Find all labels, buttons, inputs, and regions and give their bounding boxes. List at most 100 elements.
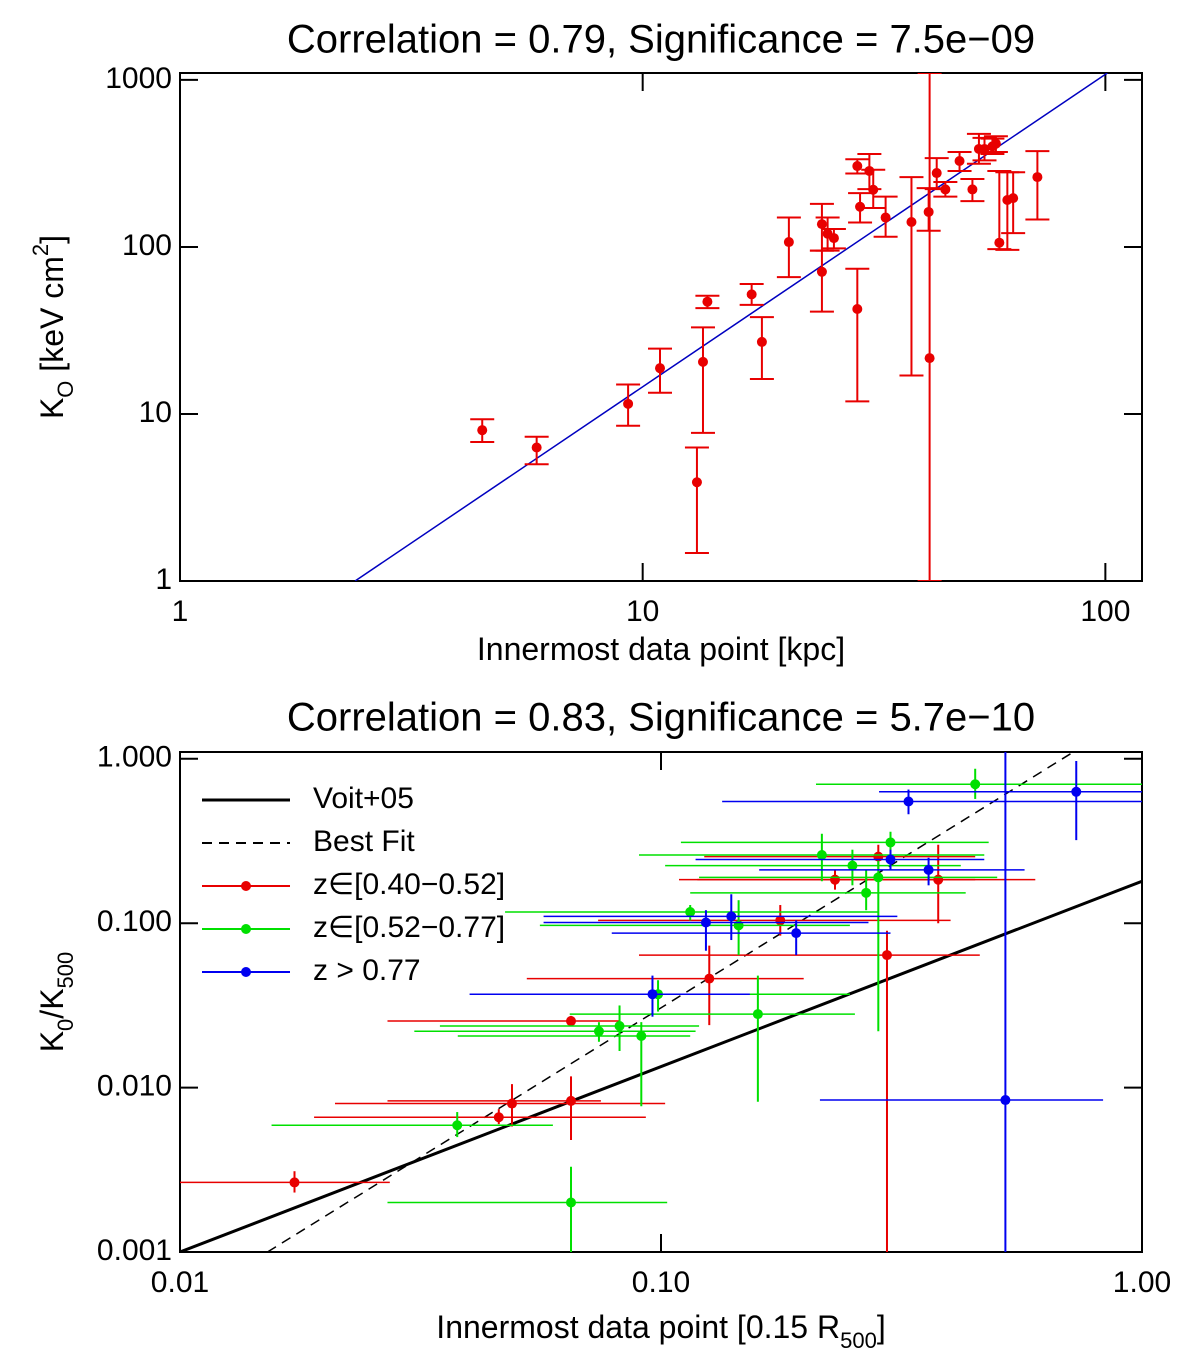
data-point bbox=[493, 1112, 504, 1123]
data-point bbox=[852, 304, 863, 315]
data-point bbox=[861, 887, 872, 898]
label-text: K bbox=[34, 398, 70, 419]
data-point bbox=[880, 212, 891, 223]
data-point bbox=[816, 266, 827, 277]
data-point bbox=[940, 184, 951, 195]
y-tick-label: 1000 bbox=[105, 62, 172, 95]
data-point bbox=[752, 1009, 763, 1020]
data-point bbox=[791, 928, 802, 939]
subscript: 0 bbox=[53, 1019, 78, 1031]
data-point bbox=[903, 796, 914, 807]
data-point bbox=[852, 161, 863, 172]
data-point bbox=[756, 336, 767, 347]
data-point bbox=[531, 442, 542, 453]
data-point bbox=[623, 398, 634, 409]
data-point bbox=[873, 872, 884, 883]
data-point bbox=[881, 950, 892, 961]
fit-line bbox=[267, 752, 1074, 1252]
data-point bbox=[1000, 1095, 1011, 1106]
data-point bbox=[685, 906, 696, 917]
y-tick-label: 0.100 bbox=[97, 905, 172, 938]
x-axis-label: Innermost data point [0.15 R500] bbox=[436, 1309, 885, 1353]
label-text: /K bbox=[34, 988, 70, 1018]
x-tick-label: 0.10 bbox=[632, 1266, 690, 1299]
data-point bbox=[289, 1177, 300, 1188]
x-tick-label: 100 bbox=[1080, 595, 1130, 628]
chart-title: Correlation = 0.83, Significance = 5.7e−… bbox=[287, 696, 1035, 740]
data-point bbox=[864, 165, 875, 176]
data-point bbox=[477, 425, 488, 436]
data-point bbox=[924, 353, 935, 364]
legend-label: z > 0.77 bbox=[313, 954, 421, 987]
legend-label: Voit+05 bbox=[313, 782, 414, 815]
subscript: 500 bbox=[840, 1328, 877, 1353]
legend-label: z∈[0.52−0.77] bbox=[313, 911, 505, 944]
data-point bbox=[746, 289, 757, 300]
y-axis-label: KO [keV cm2] bbox=[28, 235, 78, 419]
data-point bbox=[954, 155, 965, 166]
data-point bbox=[726, 911, 737, 922]
data-point bbox=[783, 237, 794, 248]
legend-label: Best Fit bbox=[313, 825, 415, 858]
data-point bbox=[1008, 193, 1019, 204]
data-point bbox=[933, 874, 944, 885]
data-point bbox=[994, 237, 1005, 248]
data-point bbox=[691, 477, 702, 488]
data-point bbox=[647, 989, 658, 1000]
data-point bbox=[816, 219, 827, 230]
y-tick-label: 0.010 bbox=[97, 1070, 172, 1103]
chart-title: Correlation = 0.79, Significance = 7.5e−… bbox=[287, 18, 1035, 62]
x-axis-label: Innermost data point [kpc] bbox=[477, 631, 845, 667]
legend-marker bbox=[241, 924, 251, 934]
legend-label: z∈[0.40−0.52] bbox=[313, 868, 505, 901]
y-tick-label: 10 bbox=[139, 396, 172, 429]
data-point bbox=[452, 1120, 463, 1131]
data-point bbox=[636, 1031, 647, 1042]
data-point bbox=[816, 849, 827, 860]
subscript: O bbox=[53, 381, 78, 398]
label-text: ] bbox=[34, 235, 70, 244]
data-point bbox=[506, 1098, 517, 1109]
data-point bbox=[906, 217, 917, 228]
data-point bbox=[702, 296, 713, 307]
data-point bbox=[828, 233, 839, 244]
plot-frame bbox=[179, 72, 1143, 582]
data-point bbox=[1032, 172, 1043, 183]
data-point bbox=[847, 860, 858, 871]
data-point bbox=[697, 356, 708, 367]
y-axis-label: K0/K500 bbox=[34, 952, 78, 1053]
fit-line bbox=[180, 879, 1142, 1252]
fit-line bbox=[354, 73, 1108, 581]
data-point bbox=[566, 1197, 577, 1208]
data-point bbox=[990, 138, 1001, 149]
data-point bbox=[566, 1016, 577, 1027]
x-tick-label: 1 bbox=[172, 595, 189, 628]
subscript: 500 bbox=[53, 952, 78, 989]
data-point bbox=[868, 184, 879, 195]
data-point bbox=[566, 1095, 577, 1106]
plot: Correlation = 0.83, Significance = 5.7e−… bbox=[34, 696, 1171, 1354]
y-tick-label: 0.001 bbox=[97, 1234, 172, 1267]
label-text: Innermost data point [kpc] bbox=[477, 631, 845, 667]
label-text: K bbox=[34, 1031, 70, 1052]
legend-marker bbox=[241, 967, 251, 977]
data-point bbox=[614, 1020, 625, 1031]
data-point bbox=[855, 201, 866, 212]
y-tick-label: 1 bbox=[155, 563, 172, 596]
y-tick-label: 1.000 bbox=[97, 741, 172, 774]
x-tick-label: 0.01 bbox=[151, 1266, 209, 1299]
data-point bbox=[700, 917, 711, 928]
label-text: [keV cm bbox=[34, 256, 70, 380]
x-tick-label: 10 bbox=[626, 595, 659, 628]
label-text: ] bbox=[877, 1309, 886, 1345]
data-point bbox=[593, 1026, 604, 1037]
plot: Correlation = 0.79, Significance = 7.5e−… bbox=[28, 18, 1143, 667]
data-point bbox=[1071, 786, 1082, 797]
data-area bbox=[180, 752, 1142, 1252]
data-point bbox=[967, 184, 978, 195]
data-point bbox=[923, 864, 934, 875]
data-point bbox=[704, 973, 715, 984]
data-point bbox=[654, 363, 665, 374]
x-tick-label: 1.00 bbox=[1113, 1266, 1171, 1299]
